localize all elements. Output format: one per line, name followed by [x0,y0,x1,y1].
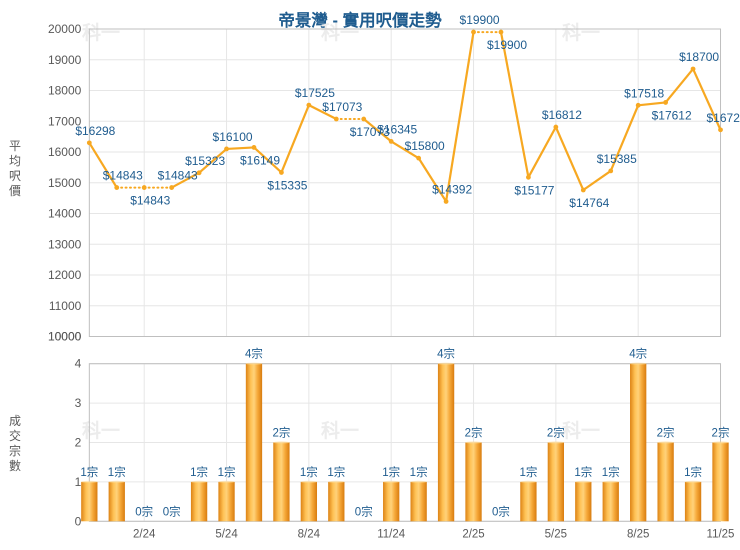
svg-text:$15323: $15323 [185,154,225,168]
svg-text:1宗: 1宗 [80,465,98,479]
svg-text:14000: 14000 [48,207,82,221]
svg-text:$14843: $14843 [103,169,143,183]
svg-text:0宗: 0宗 [163,504,181,518]
svg-text:$15385: $15385 [597,152,637,166]
svg-text:$14843: $14843 [130,194,170,208]
svg-text:1宗: 1宗 [108,465,126,479]
svg-text:均: 均 [9,154,21,168]
svg-text:0宗: 0宗 [492,504,510,518]
svg-text:$17525: $17525 [295,86,335,100]
svg-text:科一: 科一 [562,21,600,44]
svg-text:1宗: 1宗 [300,465,318,479]
svg-text:$16345: $16345 [377,122,417,136]
svg-text:8/25: 8/25 [627,528,649,540]
svg-text:1宗: 1宗 [574,465,592,479]
svg-text:$16149: $16149 [240,153,280,167]
svg-text:4宗: 4宗 [437,347,455,361]
svg-text:2/25: 2/25 [462,528,484,540]
svg-text:1宗: 1宗 [218,465,236,479]
svg-text:科一: 科一 [82,21,120,44]
svg-text:0: 0 [75,514,82,528]
svg-text:2/24: 2/24 [133,528,156,540]
svg-text:11000: 11000 [49,299,82,313]
svg-text:1宗: 1宗 [327,465,345,479]
svg-text:$17073: $17073 [322,100,362,114]
svg-text:20000: 20000 [48,22,82,36]
svg-text:2宗: 2宗 [712,426,730,440]
svg-text:$18700: $18700 [679,50,719,64]
svg-text:1宗: 1宗 [602,465,620,479]
svg-text:1宗: 1宗 [519,465,537,479]
svg-text:18000: 18000 [48,84,82,98]
svg-text:13000: 13000 [48,237,82,251]
svg-text:$19900: $19900 [460,13,500,27]
svg-text:科一: 科一 [562,419,600,442]
svg-text:$14392: $14392 [432,182,472,196]
svg-text:1宗: 1宗 [684,465,702,479]
svg-text:$16720: $16720 [707,111,740,125]
svg-text:$15335: $15335 [267,178,307,192]
svg-text:5/24: 5/24 [215,528,238,540]
svg-text:2宗: 2宗 [657,426,675,440]
svg-text:平: 平 [9,139,21,153]
svg-text:8/24: 8/24 [298,528,321,540]
svg-text:$14843: $14843 [158,169,198,183]
svg-text:$16100: $16100 [213,130,253,144]
svg-text:4宗: 4宗 [629,347,647,361]
svg-text:2宗: 2宗 [547,426,565,440]
svg-text:10000: 10000 [48,330,82,344]
svg-text:$16812: $16812 [542,108,582,122]
svg-text:$19900: $19900 [487,38,527,52]
svg-text:11/25: 11/25 [707,528,735,540]
svg-text:0宗: 0宗 [135,504,153,518]
svg-text:宗: 宗 [9,443,21,458]
svg-text:成: 成 [9,414,21,428]
svg-text:科一: 科一 [321,21,359,44]
svg-text:16000: 16000 [48,145,82,159]
svg-text:1宗: 1宗 [410,465,428,479]
svg-text:15000: 15000 [48,176,82,190]
svg-text:價: 價 [9,184,21,198]
svg-text:科一: 科一 [321,419,359,442]
svg-text:5/25: 5/25 [545,528,567,540]
svg-text:4宗: 4宗 [245,347,263,361]
svg-text:12000: 12000 [48,268,82,282]
svg-text:交: 交 [9,428,21,443]
svg-text:3: 3 [75,396,82,410]
svg-text:$15177: $15177 [514,183,554,197]
svg-text:2宗: 2宗 [272,426,290,440]
svg-text:1宗: 1宗 [190,465,208,479]
svg-text:2宗: 2宗 [465,426,483,440]
svg-text:11/24: 11/24 [377,528,406,540]
svg-text:$17612: $17612 [652,108,692,122]
svg-text:數: 數 [9,459,21,473]
svg-text:1宗: 1宗 [382,465,400,479]
svg-text:科一: 科一 [82,419,120,442]
svg-text:$17518: $17518 [624,86,664,100]
svg-text:0宗: 0宗 [355,504,373,518]
svg-text:呎: 呎 [9,169,21,183]
svg-text:$14764: $14764 [569,196,609,210]
svg-text:2: 2 [75,436,82,450]
svg-text:4: 4 [75,357,82,371]
svg-text:$16298: $16298 [75,124,115,138]
svg-text:19000: 19000 [48,53,82,67]
svg-text:$15800: $15800 [405,139,445,153]
